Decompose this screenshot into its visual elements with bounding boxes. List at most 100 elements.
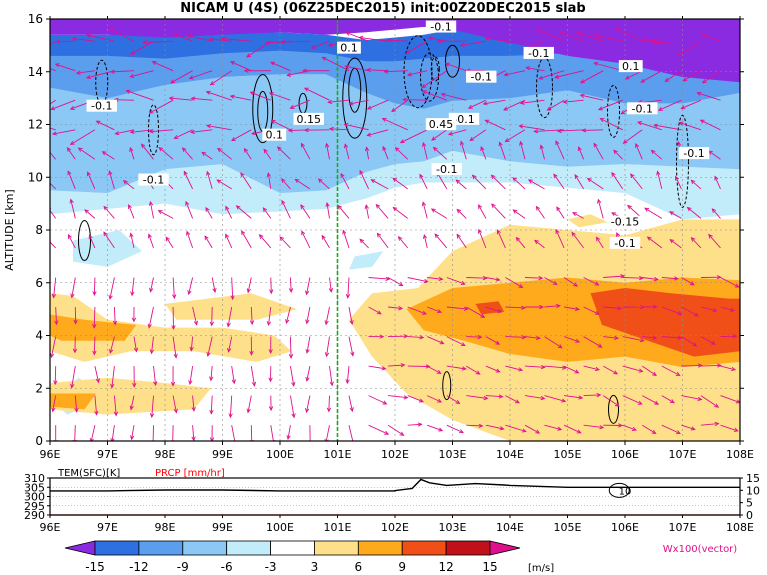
wind-vector <box>151 395 154 418</box>
wind-vector-head <box>697 363 703 368</box>
wind-vector <box>149 201 154 219</box>
wind-vector <box>544 395 566 402</box>
wind-vector-head <box>614 28 620 33</box>
wind-vector-head <box>518 283 524 289</box>
contour-label: -0.1 <box>453 113 474 126</box>
wind-vector-head <box>571 231 576 237</box>
x-tick-label: 102E <box>381 448 409 461</box>
wind-vector-head <box>425 364 431 369</box>
wind-vector-head <box>495 277 501 282</box>
wind-vector <box>681 424 695 430</box>
wind-vector-head <box>51 293 57 299</box>
wind-vector-head <box>421 90 427 95</box>
wind-vector-head <box>95 120 101 125</box>
wind-vector <box>407 306 427 315</box>
wind-vector-head <box>644 207 650 212</box>
wind-vector <box>472 174 487 190</box>
wind-vector-head <box>305 348 310 354</box>
wind-vector <box>344 123 369 131</box>
contour-dashed <box>676 114 689 208</box>
contour-label: 0.15 <box>297 113 322 126</box>
wind-vector <box>337 205 350 219</box>
wind-vector <box>348 425 354 441</box>
wind-vector <box>427 336 444 345</box>
wind-vector-head <box>650 149 656 155</box>
wind-vector-head <box>456 233 461 239</box>
wind-vector <box>642 365 657 376</box>
wind-vector-head <box>620 274 626 279</box>
wind-vector-head <box>127 204 132 210</box>
wind-vector <box>433 147 448 160</box>
contour-dashed <box>95 59 109 105</box>
wind-vector-head <box>72 348 78 354</box>
wind-vector <box>675 176 682 190</box>
y-tick-label: 14 <box>28 65 43 79</box>
wind-vector <box>485 119 506 131</box>
wind-vector <box>50 336 57 358</box>
wind-vector <box>640 70 663 83</box>
wind-vector <box>131 277 135 296</box>
wind-vector <box>563 99 584 103</box>
wind-vector <box>436 172 448 190</box>
contour-label: 0.1 <box>622 60 640 73</box>
y-tick-label: 10 <box>28 170 43 184</box>
x-tick-label: 97E <box>97 448 118 461</box>
wind-vector <box>322 56 350 72</box>
wind-vector-head <box>364 204 369 210</box>
wind-vector <box>553 173 565 190</box>
wind-vector-head <box>344 64 350 69</box>
wind-vector-head <box>613 370 619 375</box>
wind-vector-head <box>46 147 50 151</box>
wind-vector-head <box>421 310 427 315</box>
wind-vector <box>221 38 252 42</box>
wind-vector <box>388 306 403 309</box>
wind-vector-head <box>204 235 209 241</box>
wind-vector-head <box>266 321 272 327</box>
wind-vector-head <box>668 211 674 216</box>
shade-pos3-west-mid <box>165 293 298 320</box>
temperature-series-label: TEM(SFC)[K] <box>57 468 120 479</box>
wind-vector-head <box>77 147 83 152</box>
wind-vector-head <box>381 117 387 122</box>
contour-label-bg <box>678 147 710 160</box>
wind-vector <box>602 365 618 375</box>
wind-vector <box>86 70 115 79</box>
wind-vector <box>325 425 330 441</box>
wind-vector <box>504 70 526 76</box>
wind-vector-head <box>482 275 488 281</box>
colorbar-left-arrow <box>64 540 96 556</box>
wind-vector <box>651 149 663 160</box>
wind-vector <box>395 147 409 160</box>
wind-vector <box>661 365 680 376</box>
wind-vector <box>654 124 682 131</box>
wind-vector-head <box>622 139 628 144</box>
wind-vector <box>540 145 545 160</box>
wind-vector-head <box>539 144 544 150</box>
wind-vector <box>366 147 370 160</box>
wind-vector-head <box>109 348 114 354</box>
wind-vector-head <box>281 178 286 183</box>
wind-vector <box>87 172 96 190</box>
wind-vector-head <box>419 173 424 179</box>
wind-vector <box>594 62 623 72</box>
wind-vector <box>622 365 643 372</box>
wind-vector-head <box>611 212 617 217</box>
wind-vector-head <box>288 354 294 359</box>
wind-vector <box>427 306 442 313</box>
wind-vector <box>446 365 466 370</box>
contour-label: -0.15 <box>611 216 639 229</box>
surface-x-tick-label: 97E <box>97 521 118 534</box>
wind-vector-head <box>246 408 251 414</box>
wind-vector <box>622 336 644 342</box>
colorbar-label: 3 <box>311 560 319 574</box>
wind-vector <box>207 336 213 357</box>
wind-vector <box>499 142 506 160</box>
wind-vector-head <box>95 378 100 384</box>
wind-vector <box>557 129 584 132</box>
wind-vector-head <box>225 205 230 211</box>
wind-vector-head <box>503 106 509 111</box>
wind-vector-head <box>638 368 644 373</box>
wind-vector <box>250 91 271 101</box>
wind-vector-head <box>291 381 296 387</box>
wind-vector-head <box>132 382 137 388</box>
